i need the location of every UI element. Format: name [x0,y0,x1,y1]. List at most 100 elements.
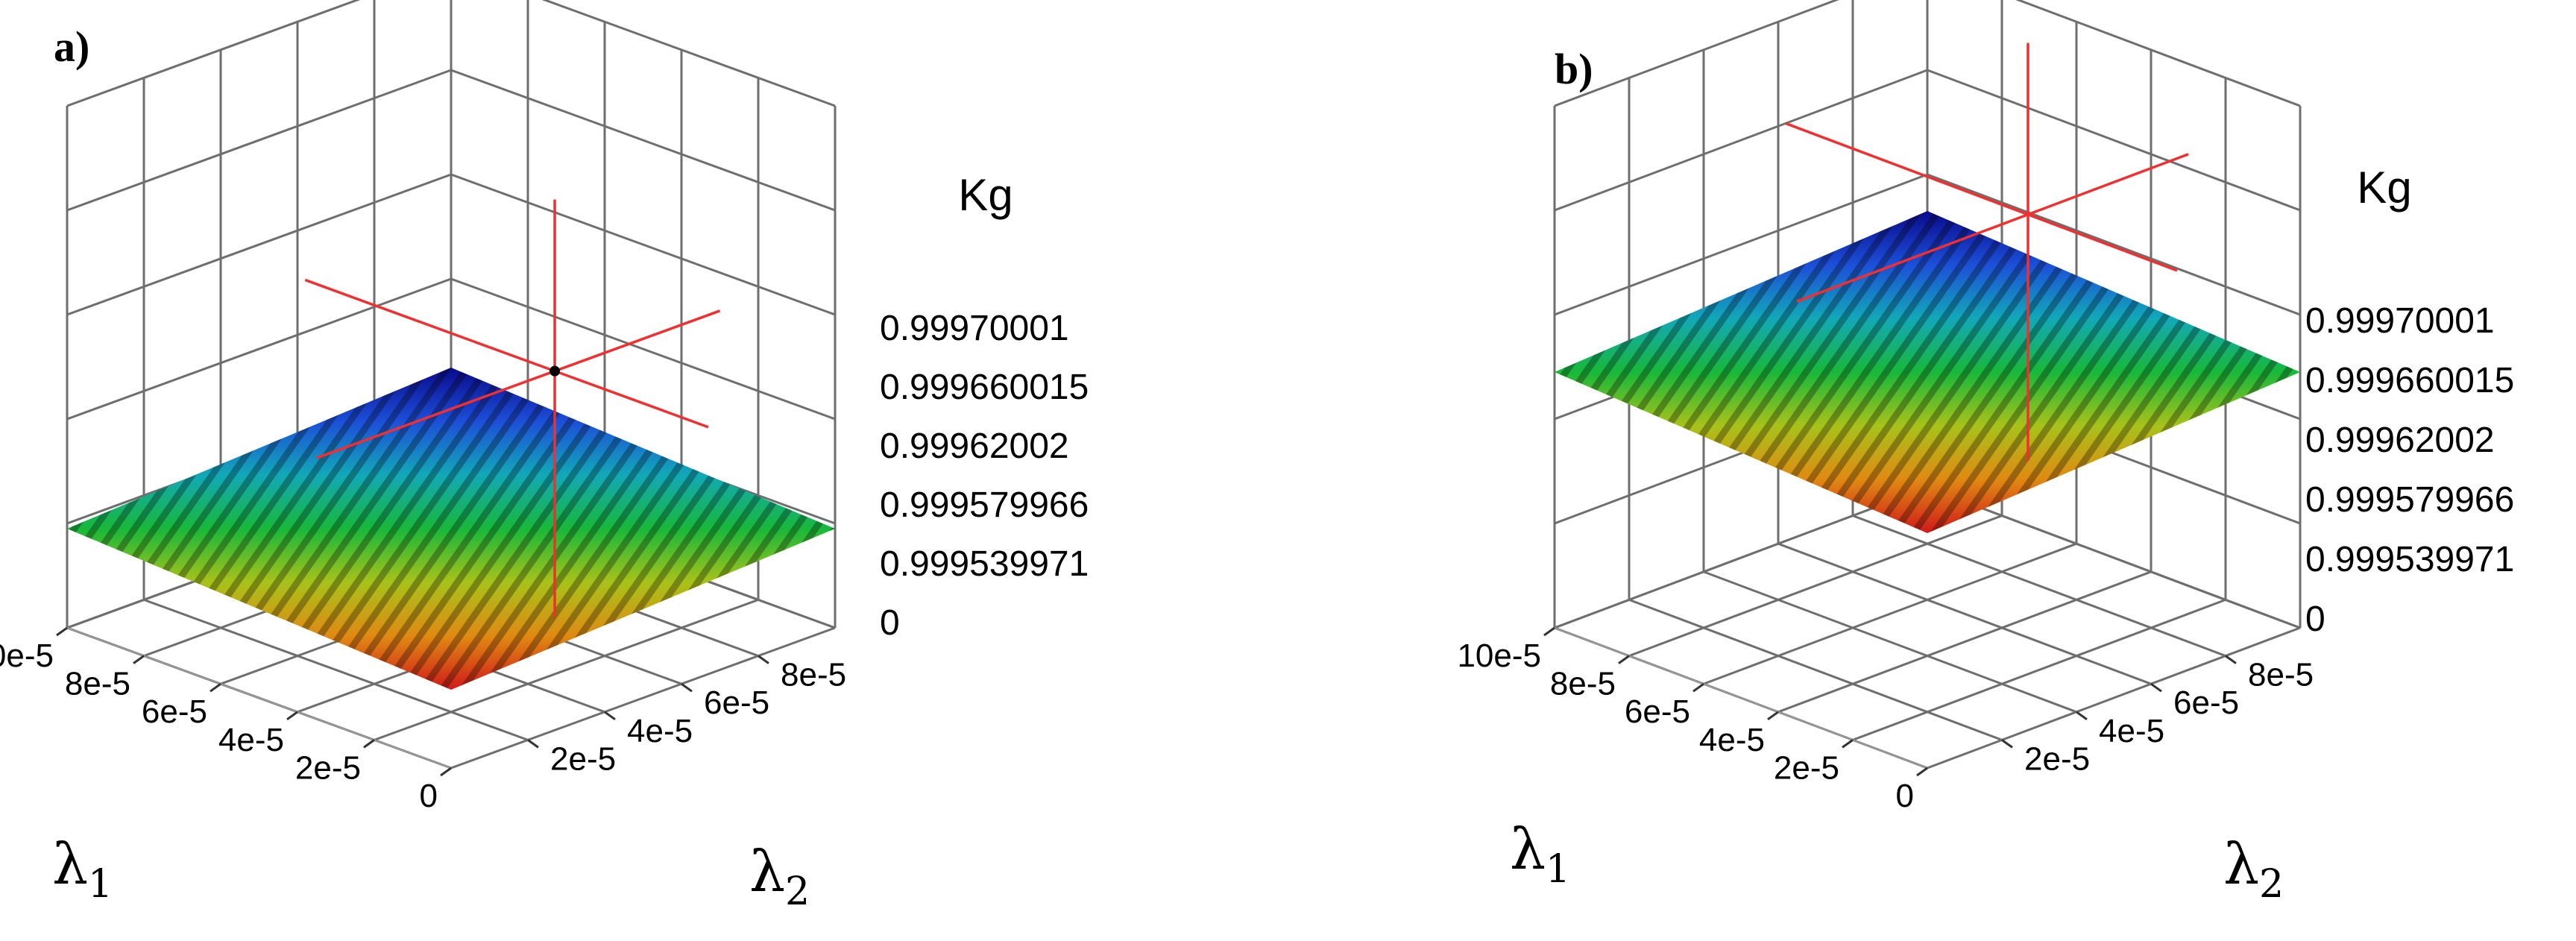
gridline [1628,598,2003,741]
gridline [1927,69,2301,212]
gridline [450,173,836,316]
lambda1-tick-label: 10e-5 [0,638,54,674]
tick-mark [1916,767,1928,777]
tick-mark [1692,682,1704,693]
lambda2-tick-label: 4e-5 [627,713,693,749]
gridline [1777,542,2152,685]
crosshair [1785,43,2189,461]
lambda1-tick-label: 0 [1896,778,1914,814]
z-tick-label: 0.999579966 [880,485,1089,525]
gridline [450,277,836,421]
gridline [143,598,529,741]
lambda2-tick-label: 8e-5 [2248,657,2314,693]
gridline [1927,626,2301,770]
z-tick-label: 0.99962002 [880,427,1069,466]
panel-label: b) [1555,45,1593,93]
crosshair [304,199,721,617]
crosshair-point [549,365,561,377]
crosshair-line [1785,122,2178,272]
gridline [66,173,452,316]
lambda2-tick-label: 6e-5 [704,684,769,721]
tick-mark [2225,655,2237,664]
z-axis-title: Kg [2357,163,2411,213]
lambda2-tick-label: 6e-5 [2173,684,2239,721]
z-tick-label: 0.999579966 [2305,480,2514,520]
crosshair-line [316,309,721,459]
z-axis-title: Kg [958,170,1013,220]
lambda1-axis-subscript: 1 [1546,847,1570,892]
surface-shading [67,368,835,690]
crosshair-line [1796,153,2189,303]
gridline [1852,514,2226,658]
lambda1-tick-label: 6e-5 [142,693,207,730]
gridline [450,626,836,770]
tick-mark [2001,739,2013,749]
tick-mark [527,739,539,749]
crosshair-line [304,278,709,429]
gridline [2015,0,2301,107]
lambda1-tick-label: 4e-5 [218,722,284,758]
gridline [450,69,836,212]
tick-mark [1618,655,1630,664]
lambda1-axis-subscript: 1 [88,862,113,907]
z-tick-label: 0.99962002 [2305,421,2495,460]
gridline [374,598,759,741]
tick-mark [363,739,375,749]
tick-mark [133,655,145,664]
gridline [66,69,452,212]
panel-label: a) [54,22,89,71]
tick-mark [1543,626,1555,637]
lambda1-tick-label: 4e-5 [1699,722,1765,758]
z-tick-label: 0.999660015 [2305,361,2514,400]
lambda2-axis-title: λ [749,838,785,904]
lambda2-axis-title: λ [2223,831,2259,897]
gridline [1852,598,2226,741]
gridline [66,0,361,107]
lambda1-tick-label: 2e-5 [1774,749,1839,786]
tick-mark [56,626,68,637]
gridline [1703,570,2077,714]
lambda1-tick-label: 2e-5 [295,749,361,786]
lambda1-tick-label: 6e-5 [1625,693,1690,730]
gridline [66,277,452,421]
chart-panel-b: b) 0.99970001 0.999660015 0.99962002 0.99957… [1457,0,2514,907]
lambda2-tick-label: 2e-5 [2024,740,2090,777]
z-tick-label: 0 [880,603,900,643]
tick-mark [286,711,298,721]
gridline [1703,542,2077,685]
gridline [1554,486,1928,629]
tick-mark [1842,739,1854,749]
z-tick-label: 0.99970001 [2305,301,2495,341]
z-tick-label: 0 [2305,599,2325,639]
lambda2-axis-subscript: 2 [785,869,810,914]
lambda1-axis-title: λ [1510,816,1546,882]
gridline [1554,0,1839,107]
lambda2-tick-label: 4e-5 [2099,713,2164,749]
tick-mark [604,711,616,721]
gridline [1554,173,1928,316]
lambda1-axis-title: λ [52,831,88,897]
z-tick-label: 0.999539971 [2305,540,2514,579]
tick-mark [210,682,221,693]
gridline [1927,486,2301,629]
tick-mark [2150,682,2162,693]
lambda1-tick-label: 8e-5 [1550,666,1616,702]
lambda2-tick-label: 8e-5 [781,657,846,693]
frame-edge [1554,627,1928,769]
lambda1-tick-label: 0 [420,778,438,814]
tick-mark [681,682,693,693]
gridline [541,0,836,107]
z-tick-label: 0.999539971 [880,544,1089,584]
lambda2-axis-subscript: 2 [2259,862,2284,907]
gridline [1777,570,2152,714]
surface-shading [1555,211,2300,533]
z-tick-label: 0.99970001 [880,309,1069,348]
gridline [1927,173,2301,316]
lambda1-tick-label: 10e-5 [1457,638,1541,674]
z-tick-label: 0.999660015 [880,368,1089,407]
tick-mark [1767,711,1779,721]
gridline [1628,514,2003,658]
lambda1-tick-label: 8e-5 [65,666,130,702]
tick-mark [2076,711,2088,721]
gridline [1554,69,1928,212]
